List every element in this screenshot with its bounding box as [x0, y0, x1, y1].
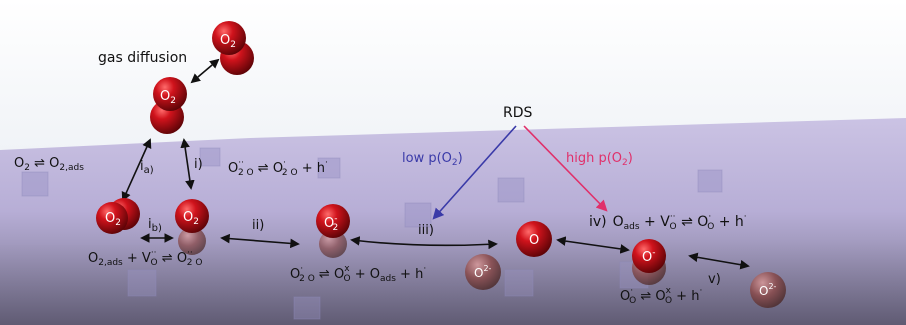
- o2-gas-molecule-middle: O2: [150, 77, 187, 134]
- step-iv-arrow: [556, 236, 630, 254]
- rds-label: RDS: [503, 105, 533, 121]
- cube: [127, 269, 157, 297]
- o2-gas-molecule-top: O2: [212, 21, 254, 75]
- high-po2-arrow: [523, 125, 608, 212]
- eq-step-v: O· O ⇌ Ox O + h·: [620, 286, 702, 306]
- low-po2-label: low p(O2): [402, 151, 463, 168]
- o2-minus-on-vacancy: O-2: [316, 204, 350, 258]
- o2-minus-label: O-2: [324, 214, 338, 233]
- o-adsorbed-atom: O: [516, 221, 552, 257]
- o2-label: O2: [160, 89, 176, 106]
- o2-label: O2: [183, 210, 199, 227]
- o-minus-on-vacancy: O-: [632, 239, 666, 285]
- cube: [21, 171, 49, 197]
- cube: [199, 147, 221, 167]
- oxygen-atom: [175, 199, 209, 233]
- step-v-label: v): [708, 272, 721, 287]
- oxygen-ghost-atom: [750, 272, 786, 308]
- step-ii-label: ii): [252, 218, 264, 233]
- gas-diffusion-arrow: [190, 58, 220, 84]
- step-i-arrow: [180, 138, 195, 190]
- oxygen-ghost-atom: [319, 230, 347, 258]
- step-iii-label: iii): [418, 223, 434, 238]
- low-po2-arrow: [432, 125, 517, 220]
- oxygen-atom: [153, 77, 187, 111]
- o2-label: O2: [105, 211, 121, 228]
- cube: [293, 296, 321, 320]
- eq-step-ii: O· 2 O ⇌ Ox O + Oads + h·: [290, 264, 426, 284]
- oxygen-atom: [316, 204, 350, 238]
- step-ia-arrow: [121, 138, 152, 202]
- gas-diffusion-label: gas diffusion: [98, 50, 187, 66]
- o2-on-vacancy: O2: [175, 199, 209, 255]
- oxygen-atom: [212, 21, 246, 55]
- step-ii-arrow: [220, 233, 300, 249]
- eq-step-i: O·· 2 O ⇌ O· 2 O + h·: [228, 158, 328, 178]
- o-2minus-ghost-1: O2-: [465, 254, 501, 290]
- cube: [404, 202, 432, 228]
- o-label: O: [529, 233, 539, 248]
- step-i-label: i): [194, 157, 203, 172]
- step-ib-label: ib): [148, 217, 162, 234]
- surface-front-face: [0, 240, 906, 325]
- cube: [497, 177, 525, 203]
- o-2minus-label: O2-: [759, 282, 777, 298]
- o-2minus-ghost-2: O2-: [750, 272, 786, 308]
- eq-o2-adsorption: O2 ⇌ O2,ads: [14, 156, 84, 173]
- cube: [317, 157, 341, 179]
- high-po2-label: high p(O2): [566, 151, 633, 168]
- o2-adsorbed-molecule: O2: [96, 198, 140, 234]
- cube: [504, 269, 534, 297]
- cube: [697, 169, 723, 193]
- o-minus-label: O-: [642, 248, 655, 265]
- oxygen-atom: [96, 202, 128, 234]
- eq-step-iv: iv) Oads + V·· O ⇌ O· O + h·: [589, 212, 747, 232]
- o-2minus-label: O2-: [474, 264, 492, 280]
- o2-label: O2: [220, 33, 236, 50]
- step-iii-arrow: [350, 236, 498, 250]
- eq-o2-vacancy-filling: O2,ads + V·· O ⇌ O·· 2 O: [88, 248, 202, 268]
- step-ia-label: ia): [140, 159, 154, 176]
- oxygen-ghost-atom: [465, 254, 501, 290]
- step-v-arrow: [688, 252, 750, 270]
- oxygen-ghost-atom: [178, 227, 206, 255]
- oxygen-atom: [516, 221, 552, 257]
- oxygen-atom: [632, 239, 666, 273]
